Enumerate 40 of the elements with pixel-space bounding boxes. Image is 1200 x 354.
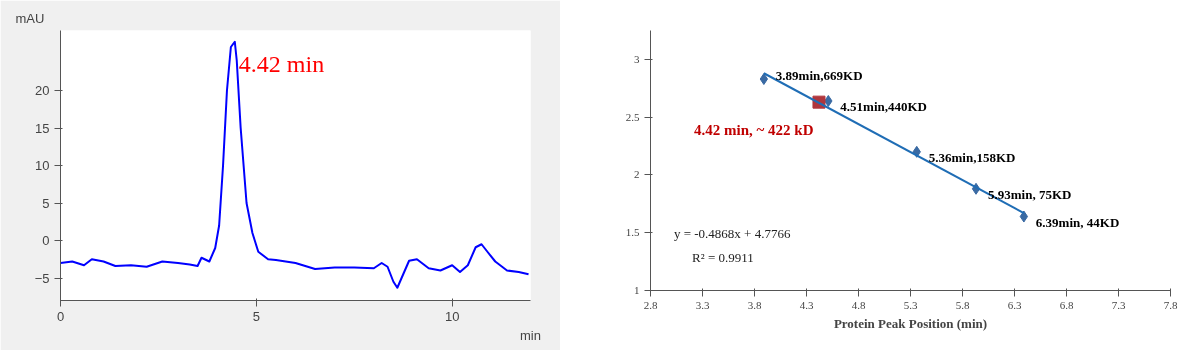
y-tick-label: 0: [42, 233, 50, 248]
y-tick-label: −5: [34, 270, 50, 286]
annotation: R² = 0.9911: [692, 249, 754, 265]
x-tick-label: 3.8: [747, 298, 762, 311]
x-tick-label: 5.8: [955, 298, 970, 311]
y-tick-label: 2: [634, 168, 640, 181]
x-tick-label: 4.8: [851, 298, 866, 311]
x-tick-label: 7.8: [1163, 298, 1178, 311]
annotation: 6.39min, 44KD: [1035, 215, 1120, 231]
x-tick-label: 5.3: [903, 298, 918, 311]
x-tick-label: 6.3: [1007, 298, 1022, 311]
y-tick-label: 1.5: [625, 226, 640, 239]
x-tick-label: 5: [252, 308, 260, 324]
annotation: 4.51min,440KD: [840, 99, 928, 115]
annotation: 3.89min,669KD: [775, 67, 863, 83]
x-tick-label: 10: [444, 308, 460, 324]
y-tick-label: 1: [634, 284, 640, 296]
point: [1019, 210, 1029, 223]
annotation: 5.36min,158KD: [928, 150, 1016, 166]
y-tick-label: 10: [35, 158, 50, 173]
y-axis-title: mAU: [15, 10, 45, 26]
x-tick-label: 3.3: [695, 298, 710, 311]
x-tick-label: 0: [56, 308, 65, 324]
annotation: y = -0.4868x + 4.7766: [673, 226, 791, 242]
annotation: 4.42 min, ~ 422 kD: [693, 122, 814, 139]
x-tick-label: 7.3: [1111, 298, 1126, 311]
annotation: 5.93min, 75KD: [988, 187, 1072, 203]
x-tick-label: 6.8: [1059, 298, 1074, 311]
x-tick-label: 4.3: [799, 298, 814, 311]
line-series: [60, 40, 530, 289]
y-tick-label: 3: [634, 52, 640, 65]
y-tick-label: 20: [35, 83, 50, 98]
x-axis-title: min: [520, 327, 541, 343]
y-tick-label: 15: [35, 120, 50, 136]
point: [759, 73, 769, 86]
x-tick-label: 2.8: [643, 298, 658, 311]
annotation: 4.42 min: [238, 50, 325, 77]
x-axis-title: Protein Peak Position (min): [833, 315, 988, 331]
y-tick-label: 5: [42, 195, 50, 211]
y-tick-label: 2.5: [625, 110, 640, 123]
